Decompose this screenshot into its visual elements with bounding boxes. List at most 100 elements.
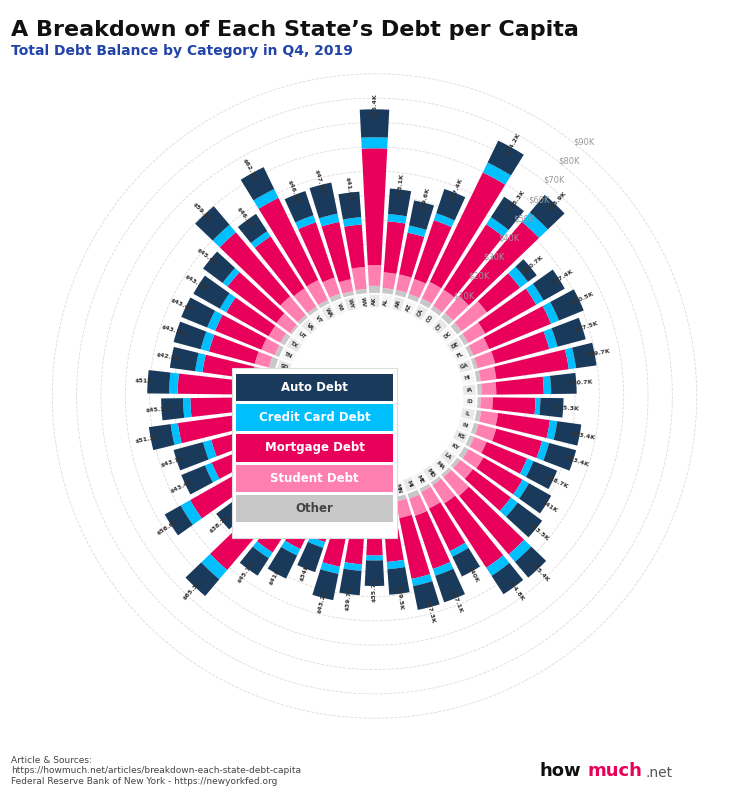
- Bar: [450, 458, 460, 468]
- Bar: [450, 322, 461, 334]
- Text: Auto Debt: Auto Debt: [281, 381, 348, 394]
- Bar: [422, 311, 438, 327]
- Bar: [330, 294, 342, 302]
- Bar: [369, 286, 380, 293]
- Bar: [178, 414, 252, 443]
- Bar: [201, 554, 227, 579]
- Bar: [483, 162, 511, 185]
- Bar: [414, 220, 452, 284]
- Bar: [213, 225, 236, 247]
- Bar: [321, 305, 336, 321]
- Text: WA: WA: [324, 307, 333, 318]
- Bar: [421, 486, 440, 509]
- Text: AR: AR: [395, 299, 401, 309]
- Bar: [422, 465, 438, 481]
- Text: .net: .net: [646, 766, 673, 780]
- Bar: [475, 410, 481, 422]
- Text: $39.7K: $39.7K: [345, 586, 353, 610]
- Bar: [295, 215, 316, 229]
- Text: TX: TX: [290, 341, 299, 350]
- Text: $38.7K: $38.7K: [545, 474, 568, 489]
- Bar: [357, 483, 368, 498]
- Bar: [526, 284, 544, 305]
- Bar: [215, 314, 267, 350]
- Bar: [409, 279, 426, 298]
- Bar: [325, 493, 340, 509]
- Text: WV: WV: [360, 296, 366, 307]
- Text: $45.4K: $45.4K: [195, 247, 218, 267]
- Bar: [543, 443, 576, 470]
- Text: A Breakdown of Each State’s Debt per Capita: A Breakdown of Each State’s Debt per Cap…: [11, 20, 579, 40]
- Text: $56.6K: $56.6K: [156, 518, 180, 536]
- Bar: [482, 442, 527, 474]
- Bar: [356, 289, 367, 294]
- Bar: [338, 498, 354, 517]
- Bar: [226, 298, 276, 336]
- Bar: [238, 214, 267, 243]
- Text: Mortgage Debt: Mortgage Debt: [264, 442, 365, 454]
- Bar: [506, 502, 542, 538]
- Bar: [216, 498, 248, 530]
- Bar: [220, 294, 236, 312]
- Bar: [369, 499, 380, 503]
- Bar: [443, 470, 469, 496]
- Bar: [183, 398, 192, 418]
- Bar: [399, 233, 424, 278]
- Text: ME: ME: [416, 474, 425, 485]
- Text: $47.4K: $47.4K: [449, 177, 463, 202]
- Bar: [565, 348, 576, 370]
- Bar: [195, 206, 229, 241]
- Bar: [280, 348, 297, 362]
- Bar: [301, 318, 318, 334]
- Bar: [258, 450, 286, 474]
- Bar: [457, 359, 473, 373]
- Bar: [301, 458, 318, 474]
- Bar: [261, 338, 279, 355]
- Bar: [544, 328, 557, 349]
- Bar: [432, 478, 455, 503]
- Text: Total Debt Balance by Category in Q4, 2019: Total Debt Balance by Category in Q4, 20…: [11, 44, 353, 58]
- Bar: [441, 467, 452, 478]
- Bar: [269, 357, 278, 370]
- Bar: [343, 217, 362, 226]
- Bar: [462, 322, 485, 343]
- Text: $80K: $80K: [558, 157, 580, 166]
- Bar: [246, 398, 269, 410]
- Bar: [458, 334, 468, 346]
- Text: NH: NH: [314, 468, 324, 478]
- Text: $47.3K: $47.3K: [424, 598, 435, 624]
- Text: DC: DC: [443, 330, 452, 340]
- Bar: [554, 421, 581, 446]
- Text: MS: MS: [372, 486, 377, 496]
- Text: $43.4K: $43.4K: [571, 431, 596, 441]
- Bar: [395, 498, 412, 518]
- Bar: [433, 290, 455, 313]
- Bar: [178, 374, 246, 394]
- Bar: [474, 351, 495, 368]
- Bar: [388, 189, 411, 216]
- Bar: [332, 477, 346, 492]
- Bar: [257, 493, 306, 553]
- Bar: [475, 424, 496, 441]
- Bar: [279, 471, 304, 498]
- Text: $43.1K: $43.1K: [160, 324, 186, 337]
- Bar: [344, 297, 357, 311]
- Text: $39.5K: $39.5K: [396, 585, 404, 610]
- Bar: [436, 189, 465, 221]
- Bar: [551, 318, 586, 346]
- Bar: [170, 347, 198, 371]
- Bar: [399, 515, 430, 579]
- Bar: [484, 306, 551, 349]
- Bar: [252, 366, 271, 382]
- Bar: [369, 485, 380, 498]
- Bar: [281, 541, 300, 556]
- Text: CO: CO: [426, 314, 435, 324]
- Bar: [311, 465, 327, 481]
- Bar: [269, 326, 286, 342]
- Bar: [382, 498, 393, 502]
- Text: $39.6K: $39.6K: [419, 186, 431, 212]
- Bar: [344, 562, 362, 571]
- Bar: [202, 354, 254, 379]
- Bar: [276, 359, 292, 373]
- Bar: [446, 439, 463, 455]
